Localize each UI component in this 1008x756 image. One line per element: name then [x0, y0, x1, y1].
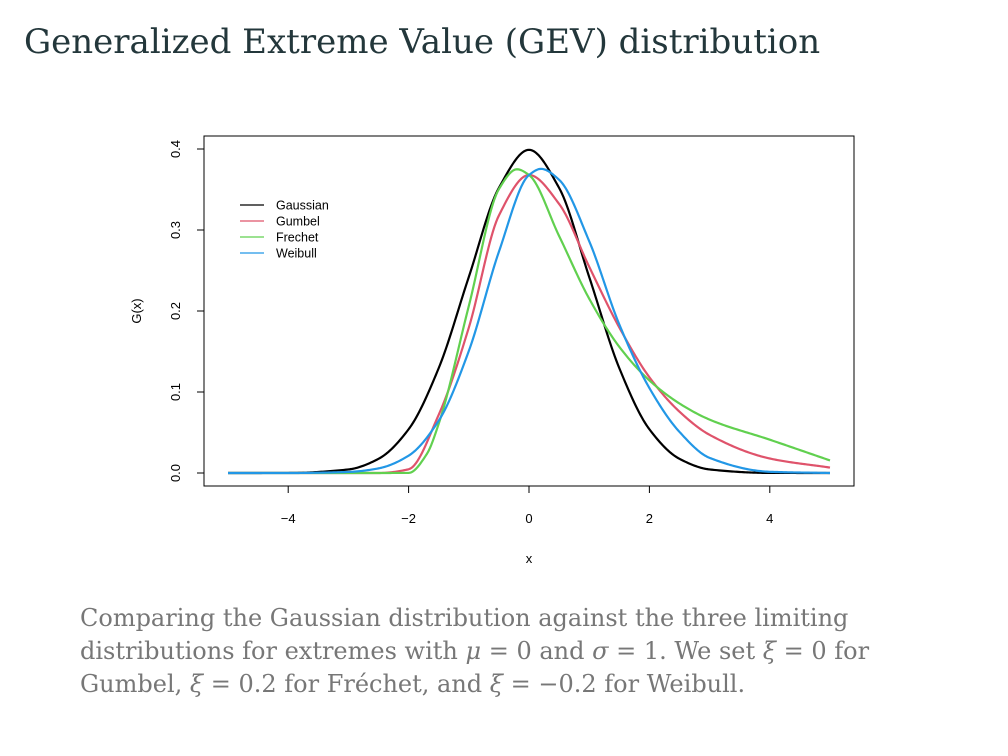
y-tick-label: 0.4 — [168, 140, 183, 158]
slide-title: Generalized Extreme Value (GEV) distribu… — [24, 22, 821, 62]
legend-label: Gumbel — [276, 215, 320, 229]
caption-text: = 0.2 for Fréchet, and — [203, 670, 490, 698]
caption-text: = 0 and — [481, 637, 593, 665]
legend-label: Frechet — [276, 231, 319, 245]
x-tick-label: −2 — [401, 511, 416, 526]
series-line-gaussian — [228, 148, 830, 475]
legend-label: Weibull — [276, 247, 317, 261]
y-tick-label: 0.3 — [168, 221, 183, 239]
y-axis: 0.0 0.1 0.2 0.3 0.4 — [168, 140, 205, 482]
plot-lines — [228, 148, 831, 475]
legend-label: Gaussian — [276, 199, 329, 213]
x-axis-label: x — [526, 551, 533, 566]
gev-density-chart: −4 −2 0 2 4 0.00.10.20.30.4 x G(x) GaussianG… — [129, 135, 855, 566]
xi-symbol: ξ — [489, 670, 504, 698]
caption-text: = 0 for Gumbel, — [80, 637, 870, 698]
xi-symbol: ξ — [189, 670, 204, 698]
x-tick-label: 4 — [766, 511, 773, 526]
caption-text: = −0.2 for Weibull. — [503, 670, 746, 698]
caption-text: Comparing the Gaussian distribution agai… — [80, 604, 849, 665]
y-axis-label: G(x) — [129, 298, 144, 323]
figure-caption: Comparing the Gaussian distribution agai… — [80, 602, 900, 701]
caption-text: = 1. We set — [608, 637, 763, 665]
x-axis: −4 −2 0 2 4 — [281, 485, 773, 526]
plot-frame — [203, 135, 855, 487]
y-tick-label: 0.0 — [168, 464, 183, 482]
mu-symbol: μ — [465, 637, 482, 665]
x-tick-label: 2 — [646, 511, 653, 526]
x-tick-label: −4 — [281, 511, 296, 526]
y-tick-label: 0.1 — [168, 383, 183, 401]
legend: Gaussian Gumbel Frechet Weibull — [240, 199, 329, 261]
xi-symbol: ξ — [762, 637, 776, 665]
y-tick-label: 0.2 — [168, 302, 183, 320]
sigma-symbol: σ — [592, 637, 609, 665]
x-tick-label: 0 — [525, 511, 532, 526]
series-line-weibull — [228, 167, 831, 475]
